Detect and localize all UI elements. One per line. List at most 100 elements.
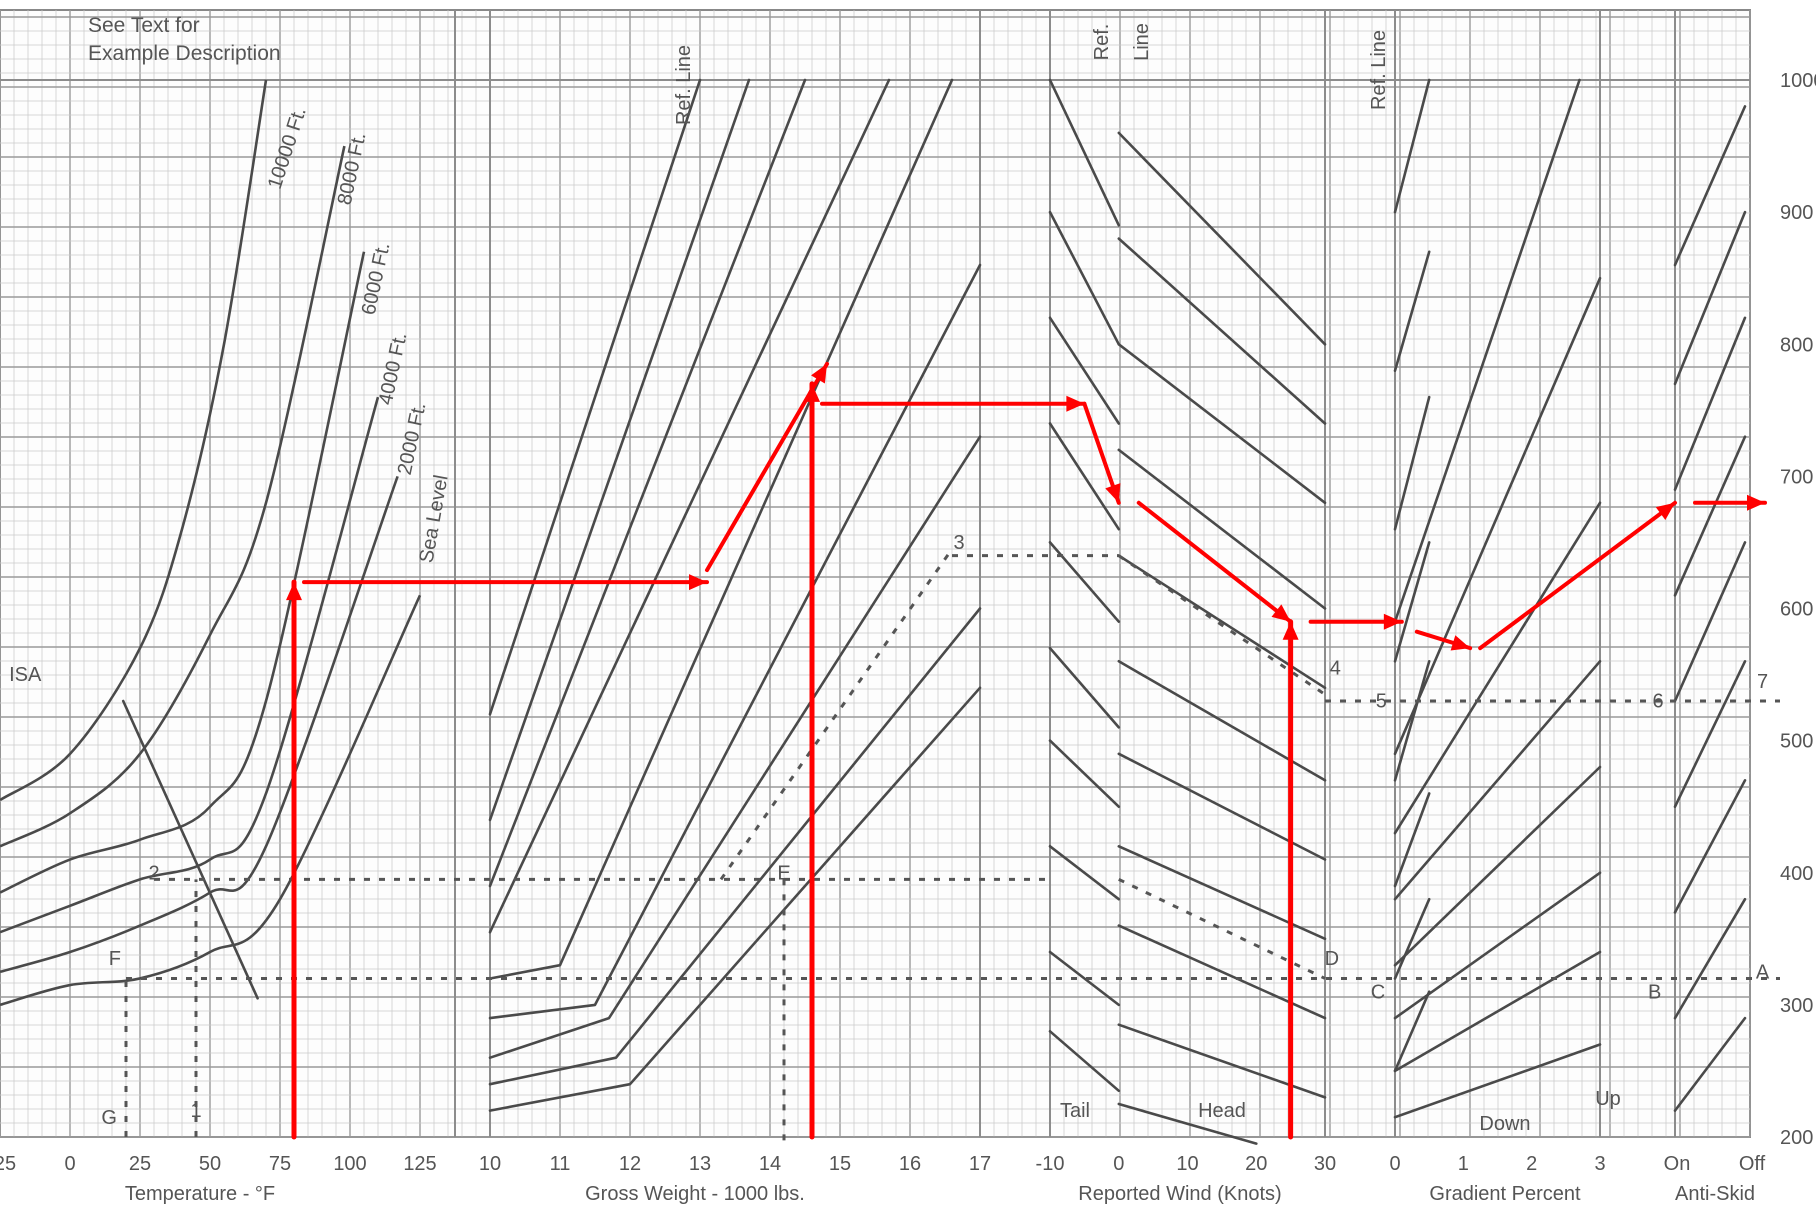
annotation-isa: ISA bbox=[9, 664, 42, 686]
x-tick-label-wind: -10 bbox=[1036, 1153, 1065, 1175]
wind-head-curve-10 bbox=[1117, 1102, 1258, 1145]
red-arrow-weight-up-head bbox=[804, 383, 820, 402]
gross_weight-curve-6 bbox=[488, 435, 982, 1059]
gross_weight-curve-1 bbox=[488, 78, 751, 822]
anti_skid-curve-1 bbox=[1673, 897, 1747, 1020]
gradient-up-curve-4 bbox=[1393, 765, 1602, 967]
gradient-down-curve-1 bbox=[1393, 250, 1431, 372]
example-dash-4 bbox=[1117, 554, 1326, 696]
wind-tail-curve-8 bbox=[1048, 950, 1121, 1007]
y-tick-label: 400 bbox=[1780, 863, 1813, 885]
annotation-1: 1 bbox=[190, 1100, 201, 1122]
note-line-1: See Text for bbox=[88, 14, 200, 37]
plot-frame bbox=[0, 9, 1751, 1138]
gross_weight-curve-5 bbox=[488, 263, 982, 1020]
red-arrow-wind-diag bbox=[1136, 500, 1293, 624]
x-tick-label-gradient: 1 bbox=[1458, 1153, 1469, 1175]
annotation-6: 6 bbox=[1653, 691, 1664, 713]
annotation-2: 2 bbox=[148, 862, 159, 884]
anti_skid-curve-2 bbox=[1673, 779, 1747, 914]
wind-tail-curve-5 bbox=[1048, 646, 1121, 729]
anti_skid-curve-8 bbox=[1673, 105, 1747, 267]
wind-head-curve-3 bbox=[1117, 448, 1327, 610]
gradient-down-curve-2 bbox=[1393, 395, 1431, 531]
wind-tail-curve-6 bbox=[1048, 739, 1121, 808]
gross_weight-curve-2 bbox=[488, 78, 807, 888]
x-tick-label-gross-weight: 15 bbox=[829, 1153, 851, 1175]
annotation-c: C bbox=[1371, 981, 1385, 1003]
gradient-up-curve-2 bbox=[1393, 501, 1602, 835]
y-tick-label: 700 bbox=[1780, 466, 1813, 488]
gross_weight-curve-0 bbox=[488, 78, 702, 716]
red-arrow-to-weight-head bbox=[689, 574, 707, 591]
gradient-up-curve-0 bbox=[1393, 78, 1581, 623]
annotation-4: 4 bbox=[1330, 658, 1341, 680]
gradient-down-curve-7 bbox=[1393, 990, 1431, 1073]
red-overlay-layer bbox=[286, 361, 1767, 1140]
y-tick-label: 500 bbox=[1780, 731, 1813, 753]
annotation-g: G bbox=[101, 1107, 117, 1129]
gradient-up-curve-7 bbox=[1393, 1043, 1602, 1119]
annotation-e: E bbox=[777, 862, 790, 884]
y-tick-label: 600 bbox=[1780, 599, 1813, 621]
x-tick-label-gross-weight: 11 bbox=[550, 1153, 571, 1175]
wind-head-curve-0 bbox=[1117, 131, 1327, 346]
gradient-up-curve-5 bbox=[1393, 871, 1602, 1020]
wind-tail-curve-7 bbox=[1048, 845, 1121, 901]
ref-line-label-gradient: Ref. Line bbox=[1368, 30, 1390, 110]
x-tick-label-wind: 10 bbox=[1176, 1153, 1198, 1175]
y-tick-label: 800 bbox=[1780, 334, 1813, 356]
red-arrow-antiskid-head bbox=[1747, 494, 1765, 511]
x-tick-label-temperature: 100 bbox=[333, 1153, 366, 1175]
x-axis-label-gradient: Gradient Percent bbox=[1429, 1183, 1581, 1205]
gradient-down-curve-3 bbox=[1393, 541, 1431, 663]
x-tick-label-gradient: 2 bbox=[1526, 1153, 1537, 1175]
grid-layer bbox=[0, 9, 1751, 1138]
ref-label-wind-b: Line bbox=[1131, 23, 1153, 61]
wind-tail-curve-1 bbox=[1048, 210, 1121, 346]
anti_skid-curve-7 bbox=[1673, 210, 1747, 386]
wind-tail-curve-3 bbox=[1048, 422, 1121, 531]
wind-tail-curve-2 bbox=[1048, 316, 1121, 425]
anti_skid-curve-5 bbox=[1673, 435, 1747, 597]
gross_weight-curve-3 bbox=[488, 78, 891, 934]
anti_skid-curve-6 bbox=[1673, 316, 1747, 491]
red-arrow-to-gradient-head bbox=[1383, 613, 1402, 630]
gradient-up-label: Up bbox=[1595, 1088, 1621, 1110]
temperature-curve-isa bbox=[121, 699, 259, 1000]
wind-head-curve-1 bbox=[1117, 237, 1327, 425]
x-tick-label-temperature: 25 bbox=[0, 1153, 16, 1175]
gross_weight-curve-8 bbox=[488, 686, 982, 1112]
red-arrow-to-antiskid bbox=[1478, 500, 1677, 651]
x-tick-label-gradient: 0 bbox=[1389, 1153, 1400, 1175]
gradient-down-curve-5 bbox=[1393, 792, 1431, 888]
note-line-2: Example Description bbox=[88, 42, 281, 65]
wind-head-curve-2 bbox=[1117, 343, 1327, 505]
x-tick-label-anti-skid-off: Off bbox=[1739, 1153, 1766, 1175]
temperature-curve-2000-ft- bbox=[0, 475, 399, 974]
x-tick-label-temperature: 125 bbox=[403, 1153, 436, 1175]
x-tick-label-temperature: 75 bbox=[269, 1153, 291, 1175]
y-tick-label: 200 bbox=[1780, 1127, 1813, 1149]
x-axis-label-gross-weight: Gross Weight - 1000 lbs. bbox=[585, 1183, 805, 1205]
annotation-7: 7 bbox=[1757, 671, 1768, 693]
wind-head-label: Head bbox=[1198, 1100, 1246, 1122]
red-arrow-temp-up-head bbox=[286, 582, 302, 601]
anti_skid-curve-4 bbox=[1673, 541, 1747, 703]
gradient-up-curve-6 bbox=[1393, 950, 1602, 1073]
ref-label-wind-a: Ref. bbox=[1091, 24, 1113, 61]
gradient-down-curve-4 bbox=[1393, 660, 1431, 782]
x-axis-label-wind: Reported Wind (Knots) bbox=[1078, 1183, 1281, 1205]
gradient-down-label: Down bbox=[1479, 1113, 1530, 1135]
text-layer: See Text for Example Description 200 300 400… bbox=[0, 14, 1816, 1205]
temperature-curve-10000-ft- bbox=[0, 79, 268, 802]
y-tick-label: 900 bbox=[1780, 202, 1813, 224]
temperature-curve-4000-ft- bbox=[0, 396, 380, 934]
red-arrow-gradient-diag-head bbox=[1450, 635, 1471, 651]
x-tick-label-gross-weight: 12 bbox=[619, 1153, 641, 1175]
x-tick-label-temperature: 50 bbox=[199, 1153, 221, 1175]
y-tick-label: 300 bbox=[1780, 995, 1813, 1017]
example-dash-3 bbox=[719, 548, 954, 881]
